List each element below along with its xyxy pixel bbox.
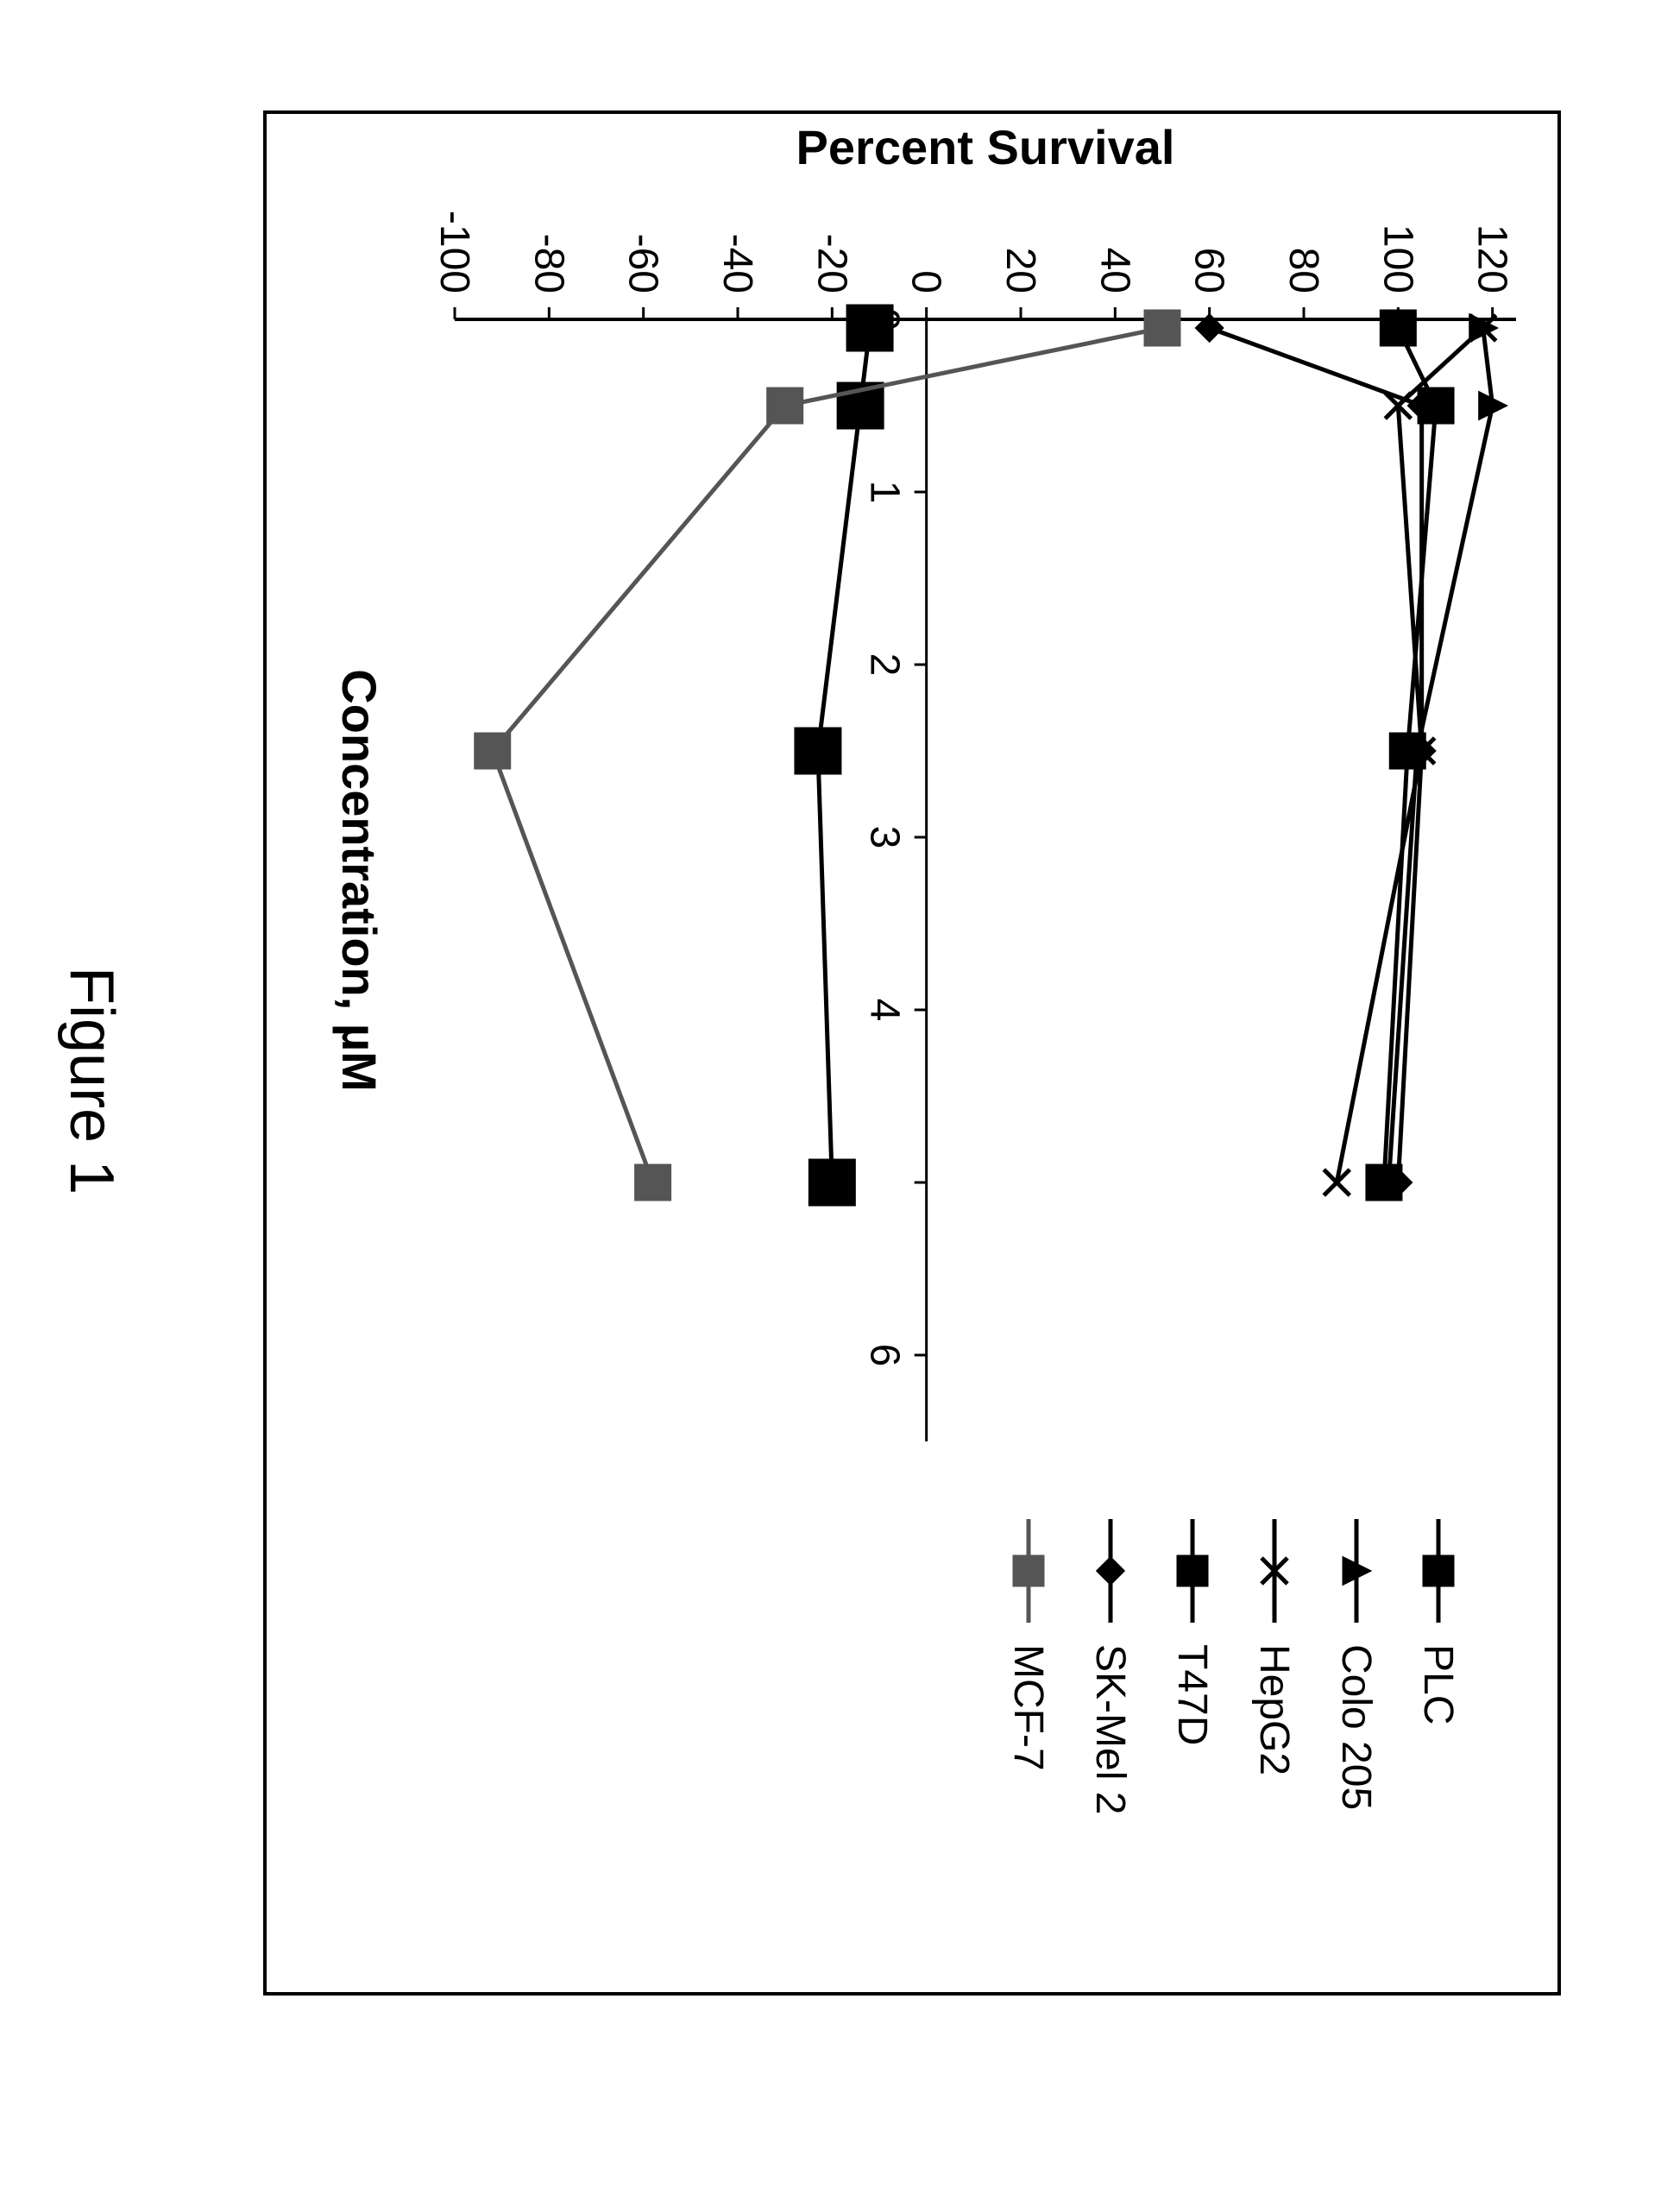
svg-text:80: 80 — [1280, 248, 1326, 293]
svg-text:-80: -80 — [525, 234, 571, 293]
svg-text:40: 40 — [1092, 248, 1137, 293]
svg-text:MCF-7: MCF-7 — [1005, 1644, 1051, 1771]
svg-text:2: 2 — [862, 653, 908, 677]
svg-text:Colo 205: Colo 205 — [1333, 1644, 1379, 1810]
figure-caption: Figure 1 — [56, 967, 127, 1195]
svg-text:-60: -60 — [620, 234, 666, 293]
svg-text:SK-Mel 2: SK-Mel 2 — [1087, 1644, 1133, 1814]
svg-text:60: 60 — [1186, 248, 1232, 293]
svg-text:T47D: T47D — [1169, 1644, 1215, 1745]
svg-text:HepG2: HepG2 — [1251, 1644, 1297, 1775]
svg-text:120: 120 — [1469, 224, 1515, 293]
rotated-chart-wrapper: 012346-100-80-60-40-20020406080100120Con… — [0, 0, 1680, 2188]
svg-text:100: 100 — [1375, 224, 1420, 293]
svg-text:20: 20 — [997, 248, 1043, 293]
page: 012346-100-80-60-40-20020406080100120Con… — [0, 0, 1680, 2188]
svg-text:3: 3 — [862, 826, 908, 849]
svg-text:PLC: PLC — [1415, 1644, 1461, 1725]
svg-text:Concentration, µM: Concentration, µM — [332, 669, 387, 1092]
survival-line-chart: 012346-100-80-60-40-20020406080100120Con… — [0, 0, 1680, 2188]
svg-text:-20: -20 — [809, 234, 854, 293]
svg-text:0: 0 — [903, 270, 949, 293]
svg-text:1: 1 — [862, 481, 908, 504]
svg-text:6: 6 — [862, 1344, 908, 1367]
svg-text:Percent Survival: Percent Survival — [796, 120, 1175, 174]
svg-text:4: 4 — [862, 999, 908, 1022]
svg-text:-40: -40 — [714, 234, 760, 293]
svg-text:-100: -100 — [431, 211, 477, 293]
